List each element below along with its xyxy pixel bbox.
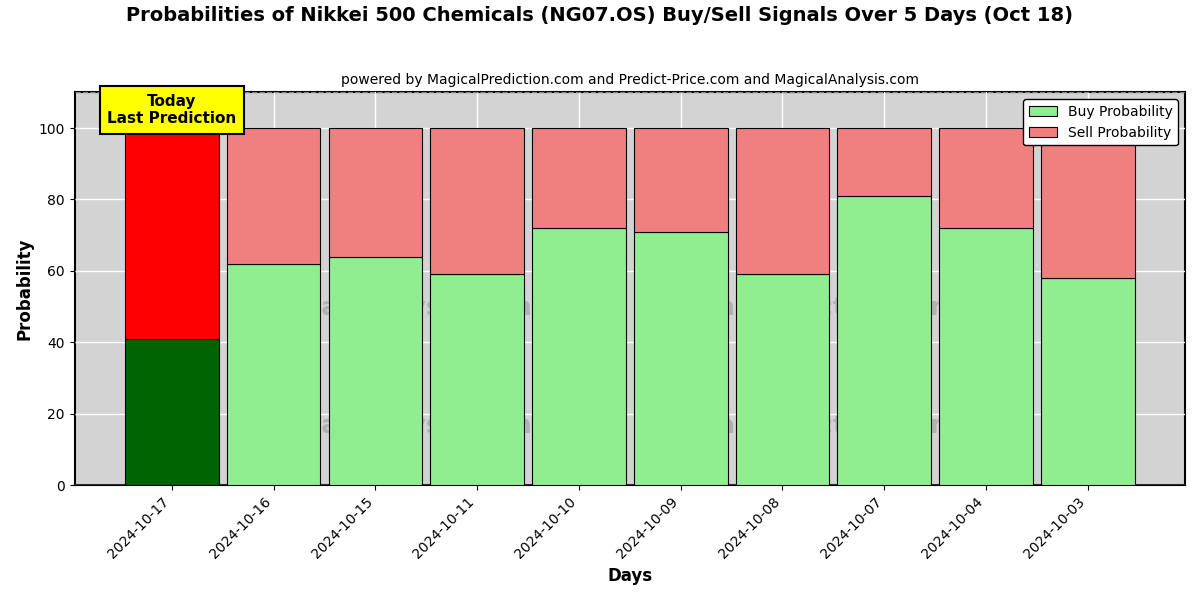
Bar — [736, 128, 829, 274]
Bar — [431, 274, 524, 485]
Bar — [634, 128, 727, 232]
Bar — [1040, 278, 1134, 485]
Text: MagicalAnalysis.com: MagicalAnalysis.com — [239, 414, 533, 438]
Bar — [125, 128, 218, 339]
Bar — [227, 264, 320, 485]
Bar — [838, 128, 931, 196]
Bar — [227, 128, 320, 264]
Bar — [940, 228, 1033, 485]
Bar — [634, 232, 727, 485]
Bar — [940, 128, 1033, 228]
Bar — [1040, 128, 1134, 278]
Text: MagicalPrediction.com: MagicalPrediction.com — [636, 296, 958, 320]
Text: MagicalPrediction.com: MagicalPrediction.com — [636, 414, 958, 438]
Bar — [532, 228, 625, 485]
Bar — [125, 339, 218, 485]
Text: Probabilities of Nikkei 500 Chemicals (NG07.OS) Buy/Sell Signals Over 5 Days (Oc: Probabilities of Nikkei 500 Chemicals (N… — [126, 6, 1074, 25]
Title: powered by MagicalPrediction.com and Predict-Price.com and MagicalAnalysis.com: powered by MagicalPrediction.com and Pre… — [341, 73, 919, 87]
Legend: Buy Probability, Sell Probability: Buy Probability, Sell Probability — [1024, 99, 1178, 145]
Bar — [532, 128, 625, 228]
X-axis label: Days: Days — [607, 567, 653, 585]
Text: Today
Last Prediction: Today Last Prediction — [107, 94, 236, 127]
Text: MagicalAnalysis.com: MagicalAnalysis.com — [239, 296, 533, 320]
Bar — [329, 257, 422, 485]
Y-axis label: Probability: Probability — [16, 238, 34, 340]
Bar — [329, 128, 422, 257]
Bar — [431, 128, 524, 274]
Bar — [736, 274, 829, 485]
Bar — [838, 196, 931, 485]
